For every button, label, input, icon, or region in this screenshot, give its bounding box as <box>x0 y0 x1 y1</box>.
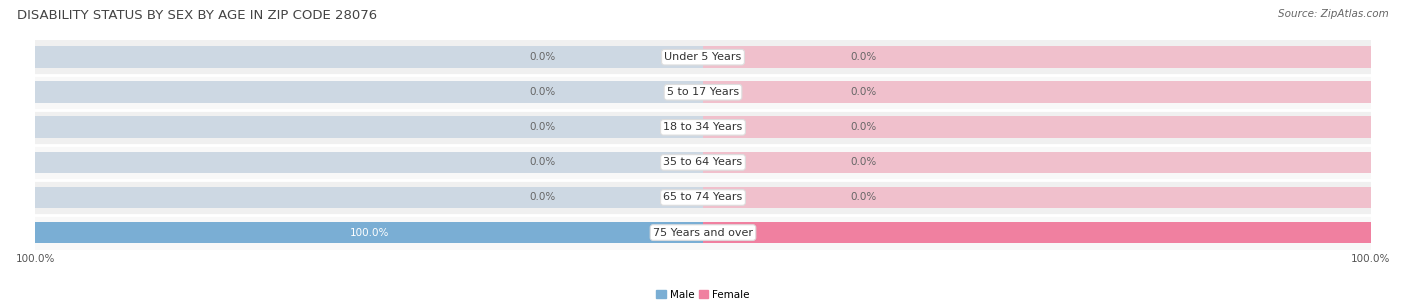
Text: 18 to 34 Years: 18 to 34 Years <box>664 122 742 132</box>
Text: DISABILITY STATUS BY SEX BY AGE IN ZIP CODE 28076: DISABILITY STATUS BY SEX BY AGE IN ZIP C… <box>17 9 377 22</box>
Text: 100.0%: 100.0% <box>0 228 21 238</box>
Bar <box>35 180 1371 215</box>
Text: 0.0%: 0.0% <box>849 122 876 132</box>
Bar <box>703 187 1371 208</box>
Bar <box>35 152 703 173</box>
Bar <box>35 110 1371 145</box>
Text: Under 5 Years: Under 5 Years <box>665 52 741 62</box>
Bar <box>35 75 1371 110</box>
Bar <box>35 222 703 243</box>
Bar <box>35 145 1371 180</box>
Bar <box>703 222 1371 243</box>
Text: 65 to 74 Years: 65 to 74 Years <box>664 192 742 203</box>
Text: 75 Years and over: 75 Years and over <box>652 228 754 238</box>
Text: 0.0%: 0.0% <box>530 157 555 167</box>
Bar <box>703 222 1371 243</box>
Text: 35 to 64 Years: 35 to 64 Years <box>664 157 742 167</box>
Bar <box>35 187 703 208</box>
Text: 0.0%: 0.0% <box>849 157 876 167</box>
Bar <box>35 46 703 68</box>
Bar <box>35 40 1371 75</box>
Text: 100.0%: 100.0% <box>1384 228 1406 238</box>
Bar <box>703 152 1371 173</box>
Legend: Male, Female: Male, Female <box>652 285 754 304</box>
Bar <box>35 222 703 243</box>
Bar <box>35 215 1371 250</box>
Bar <box>703 46 1371 68</box>
Bar <box>35 81 703 103</box>
Text: 0.0%: 0.0% <box>849 192 876 203</box>
Text: Source: ZipAtlas.com: Source: ZipAtlas.com <box>1278 9 1389 19</box>
Bar <box>703 117 1371 138</box>
Text: 5 to 17 Years: 5 to 17 Years <box>666 87 740 97</box>
Text: 0.0%: 0.0% <box>530 87 555 97</box>
Text: 100.0%: 100.0% <box>349 228 389 238</box>
Text: 0.0%: 0.0% <box>530 52 555 62</box>
Bar <box>703 81 1371 103</box>
Text: 0.0%: 0.0% <box>530 122 555 132</box>
Text: 0.0%: 0.0% <box>849 52 876 62</box>
Text: 0.0%: 0.0% <box>849 87 876 97</box>
Text: 0.0%: 0.0% <box>530 192 555 203</box>
Bar <box>35 117 703 138</box>
